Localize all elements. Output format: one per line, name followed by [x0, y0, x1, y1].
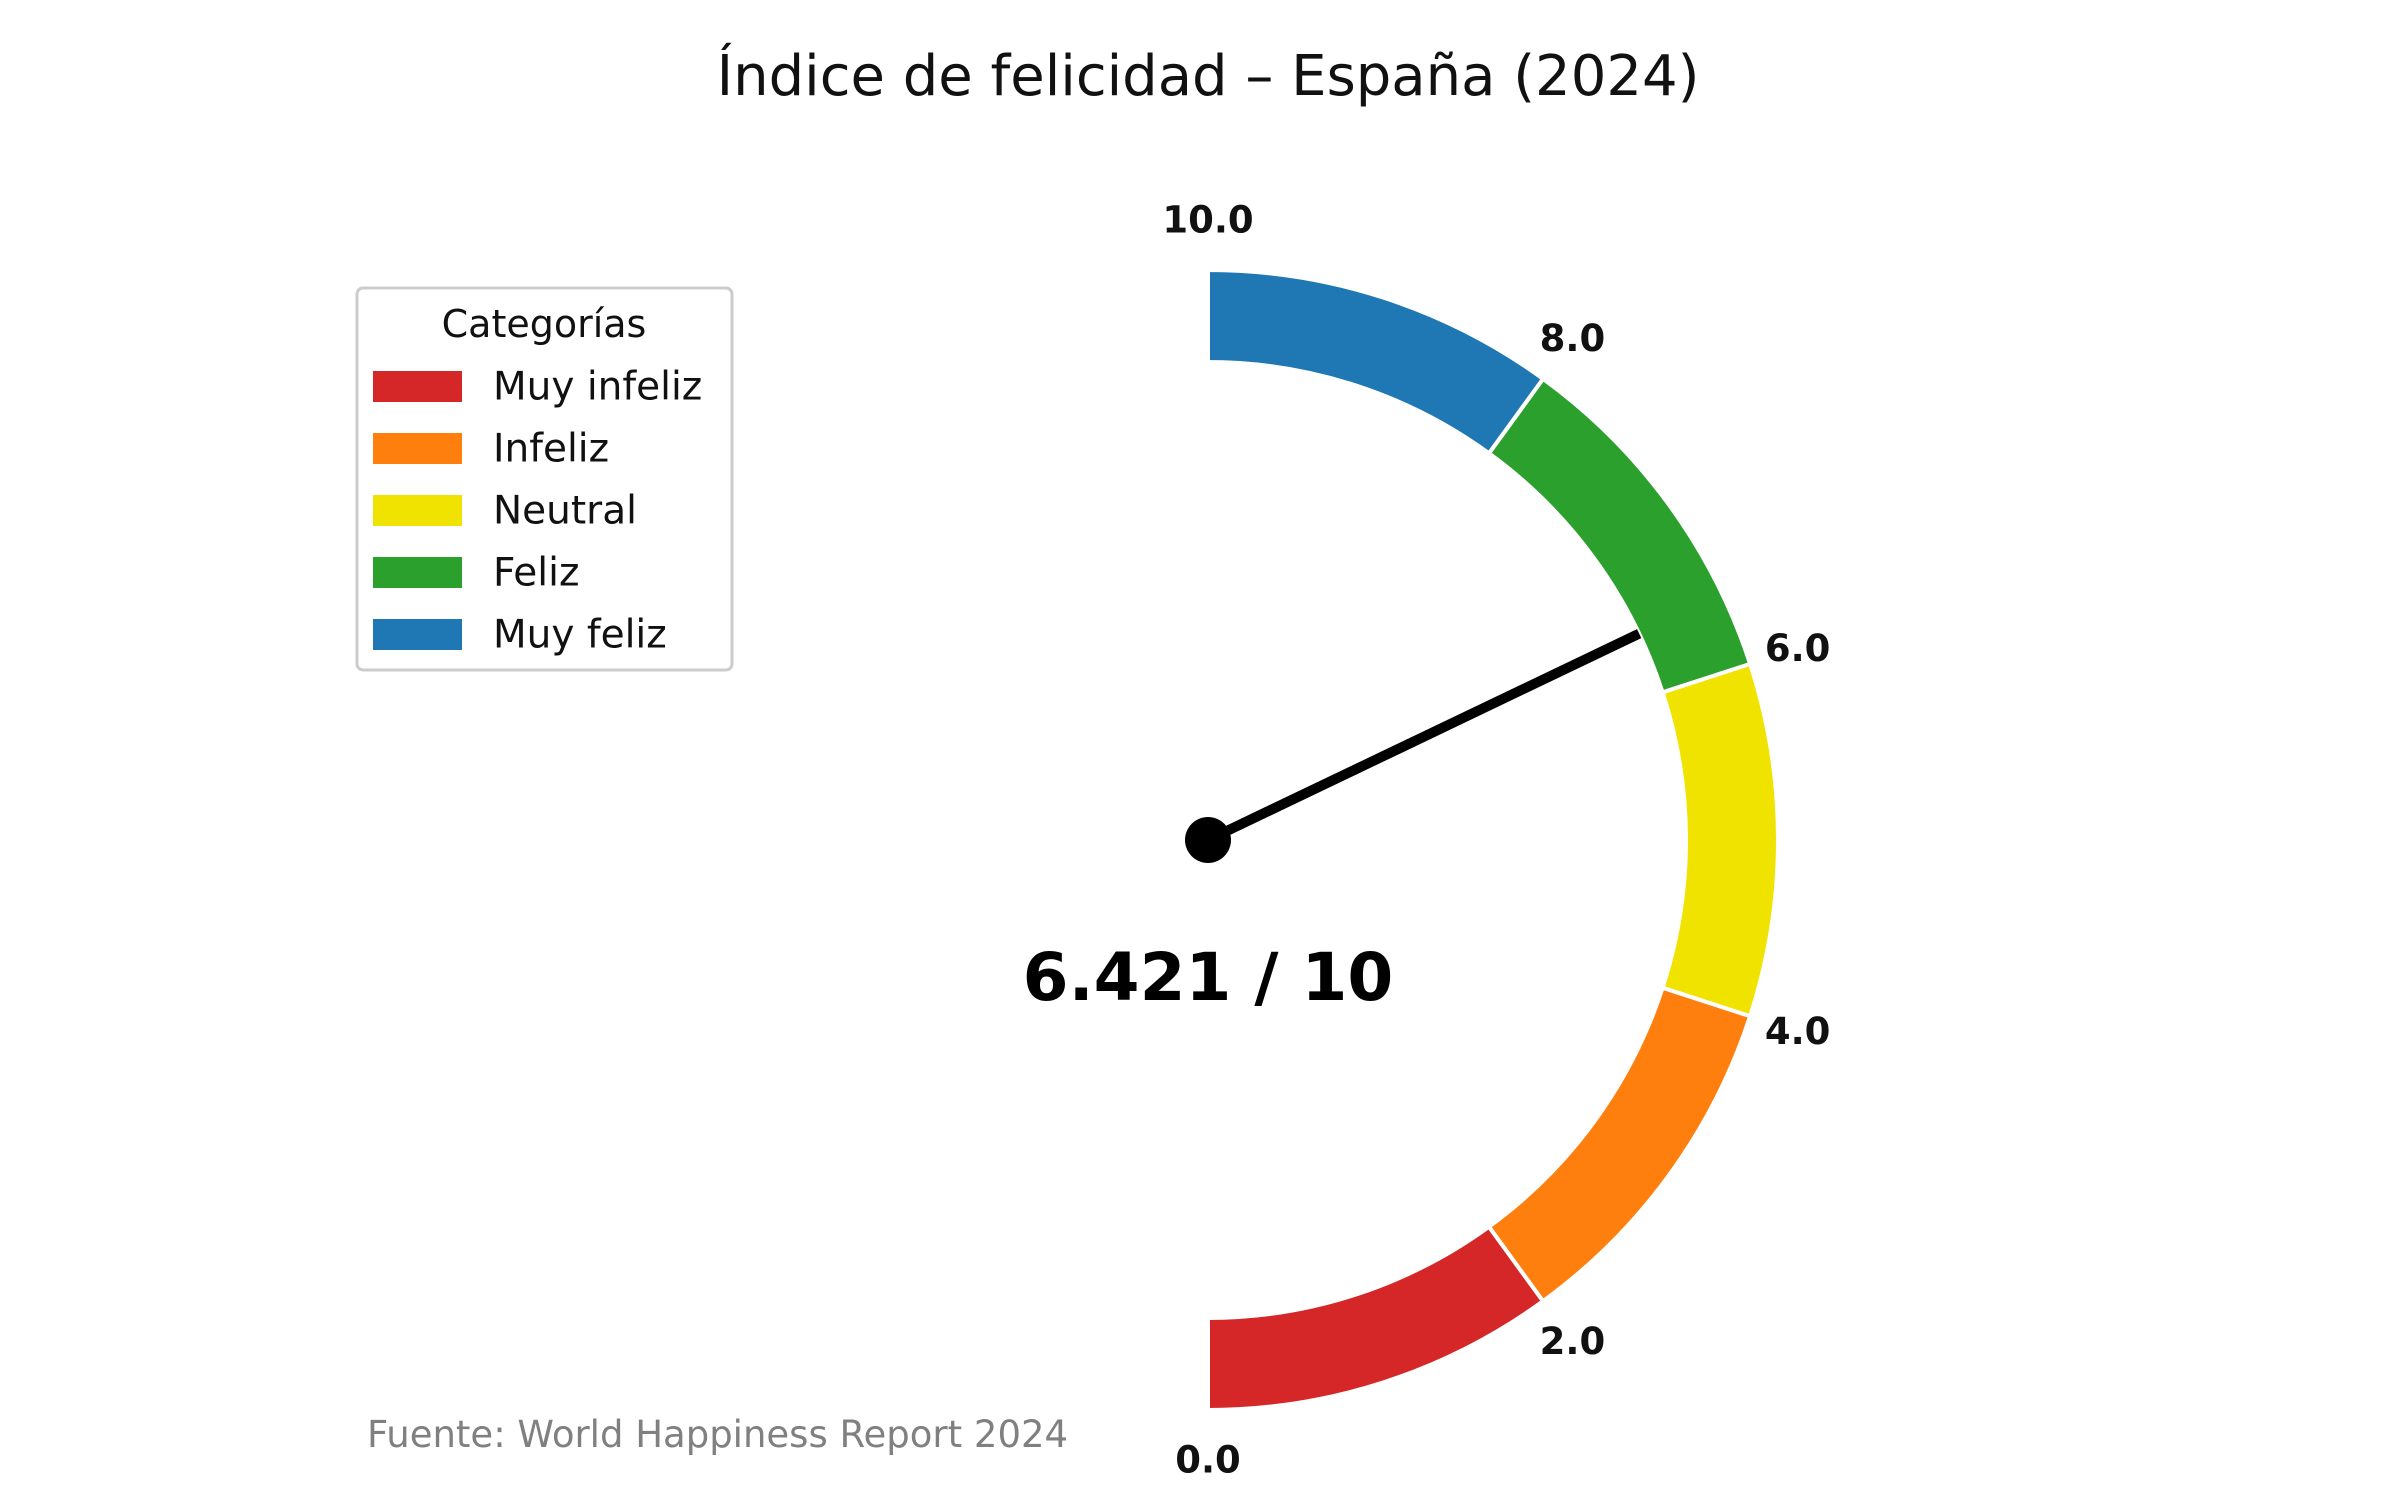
- gauge-tick-labels: 0.0 2.0 4.0 6.0 8.0 10.0: [1162, 199, 1830, 1482]
- source-note: Fuente: World Happiness Report 2024: [367, 1413, 1068, 1456]
- legend-swatch: [373, 557, 462, 588]
- chart-title: Índice de felicidad – España (2024): [717, 43, 1700, 109]
- legend-swatch: [373, 619, 462, 650]
- tick-label: 2.0: [1540, 1320, 1606, 1363]
- legend-label: Neutral: [493, 489, 637, 534]
- gauge-band-1: [1206, 1223, 1546, 1413]
- gauge-band-3: [1660, 661, 1780, 1019]
- tick-label: 10.0: [1162, 199, 1253, 242]
- gauge-needle: [1205, 629, 1642, 845]
- tick-label: 0.0: [1175, 1439, 1241, 1482]
- gauge-bands: [1206, 267, 1780, 1413]
- gauge-value-label: 6.421 / 10: [1023, 939, 1394, 1016]
- gauge-band-5: [1206, 267, 1546, 457]
- legend-swatch: [373, 433, 462, 464]
- legend: Categorías Muy infeliz Infeliz Neutral Feli…: [355, 286, 734, 672]
- legend-swatch: [373, 495, 462, 526]
- legend-swatch: [373, 371, 462, 402]
- legend-label: Muy infeliz: [493, 365, 702, 410]
- gauge-band-2: [1486, 985, 1753, 1304]
- legend-label: Muy feliz: [493, 613, 667, 658]
- legend-label: Infeliz: [493, 427, 609, 472]
- legend-label: Feliz: [493, 551, 579, 596]
- legend-items: Muy infeliz Infeliz Neutral Feliz Muy feliz: [373, 365, 702, 658]
- tick-label: 6.0: [1765, 627, 1831, 670]
- tick-label: 8.0: [1540, 317, 1606, 360]
- tick-label: 4.0: [1765, 1010, 1831, 1053]
- legend-title: Categorías: [442, 302, 647, 346]
- needle-hub: [1185, 817, 1231, 863]
